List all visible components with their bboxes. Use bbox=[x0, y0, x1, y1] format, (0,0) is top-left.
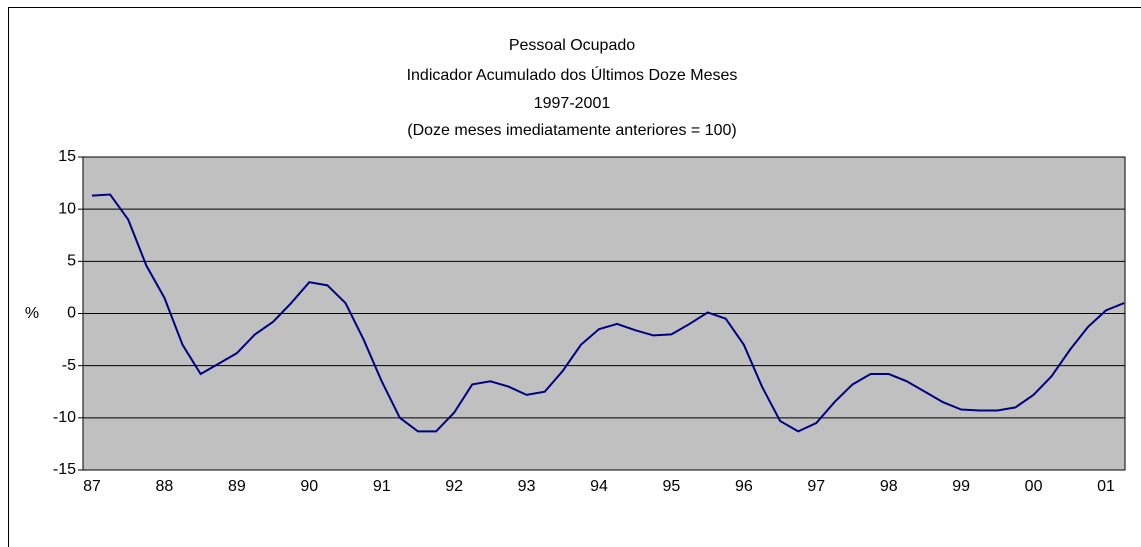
x-tick-label: 88 bbox=[156, 478, 174, 495]
chart-subtitle: 1997-2001 bbox=[534, 95, 611, 112]
x-tick-label: 89 bbox=[228, 478, 246, 495]
x-tick-label: 92 bbox=[445, 478, 463, 495]
x-tick-label: 91 bbox=[373, 478, 391, 495]
y-tick-label: 10 bbox=[58, 200, 76, 217]
data-line bbox=[91, 193, 1125, 433]
x-tick-label: 94 bbox=[590, 478, 608, 495]
x-tick-label: 98 bbox=[880, 478, 898, 495]
y-tick-label: -5 bbox=[62, 357, 76, 374]
chart-subtitle: Indicador Acumulado dos Últimos Doze Mes… bbox=[407, 65, 738, 84]
x-tick-label: 97 bbox=[807, 478, 825, 495]
x-tick-label: 95 bbox=[663, 478, 681, 495]
y-tick-label: 5 bbox=[67, 253, 76, 270]
x-tick-label: 00 bbox=[1025, 478, 1043, 495]
y-axis-label: % bbox=[25, 305, 39, 322]
x-tick-label: 99 bbox=[952, 478, 970, 495]
chart-title: Pessoal Ocupado bbox=[509, 37, 635, 54]
x-tick-label: 93 bbox=[518, 478, 536, 495]
x-tick-label: 90 bbox=[300, 478, 318, 495]
chart-subtitle: (Doze meses imediatamente anteriores = 1… bbox=[407, 122, 737, 139]
y-tick-label: -15 bbox=[53, 461, 76, 478]
y-tick-label: 0 bbox=[67, 305, 76, 322]
y-tick-label: 15 bbox=[58, 148, 76, 165]
x-tick-label: 96 bbox=[735, 478, 753, 495]
y-tick-label: -10 bbox=[53, 409, 76, 426]
x-tick-label: 87 bbox=[83, 478, 101, 495]
x-tick-label: 01 bbox=[1097, 478, 1115, 495]
